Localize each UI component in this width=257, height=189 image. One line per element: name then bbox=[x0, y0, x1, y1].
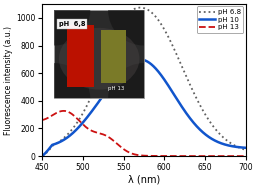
Legend: pH 6.8, pH 10, pH 13: pH 6.8, pH 10, pH 13 bbox=[197, 6, 243, 33]
pH 10 bbox=[127, 62, 131, 65]
pH 13 bbox=[218, 155, 221, 157]
pH 13 bbox=[240, 155, 243, 157]
Line: pH 6.8: pH 6.8 bbox=[42, 8, 245, 156]
pH 13 bbox=[76, 118, 79, 120]
pH 6.8 bbox=[240, 147, 243, 150]
pH 13 bbox=[41, 119, 44, 121]
pH 6.8 bbox=[139, 6, 142, 9]
pH 6.8 bbox=[127, 12, 131, 14]
pH 10 bbox=[64, 138, 67, 140]
pH 13 bbox=[127, 151, 131, 153]
pH 13 bbox=[244, 155, 247, 157]
pH 10 bbox=[41, 155, 44, 157]
pH 6.8 bbox=[76, 121, 79, 123]
pH 10 bbox=[240, 146, 243, 149]
Line: pH 13: pH 13 bbox=[42, 111, 245, 156]
pH 10 bbox=[138, 58, 141, 60]
pH 6.8 bbox=[41, 155, 44, 157]
X-axis label: λ (nm): λ (nm) bbox=[128, 175, 160, 185]
pH 13 bbox=[119, 145, 122, 148]
pH 10 bbox=[244, 147, 247, 149]
pH 13 bbox=[62, 110, 65, 112]
Y-axis label: Fluorescence intensity (a.u.): Fluorescence intensity (a.u.) bbox=[4, 26, 13, 135]
pH 13 bbox=[64, 110, 67, 112]
pH 6.8 bbox=[64, 136, 67, 138]
pH 6.8 bbox=[218, 133, 221, 135]
pH 10 bbox=[218, 142, 221, 144]
pH 10 bbox=[119, 71, 122, 73]
pH 6.8 bbox=[244, 149, 247, 151]
pH 10 bbox=[76, 127, 79, 130]
pH 6.8 bbox=[119, 23, 122, 26]
Line: pH 10: pH 10 bbox=[42, 59, 245, 156]
